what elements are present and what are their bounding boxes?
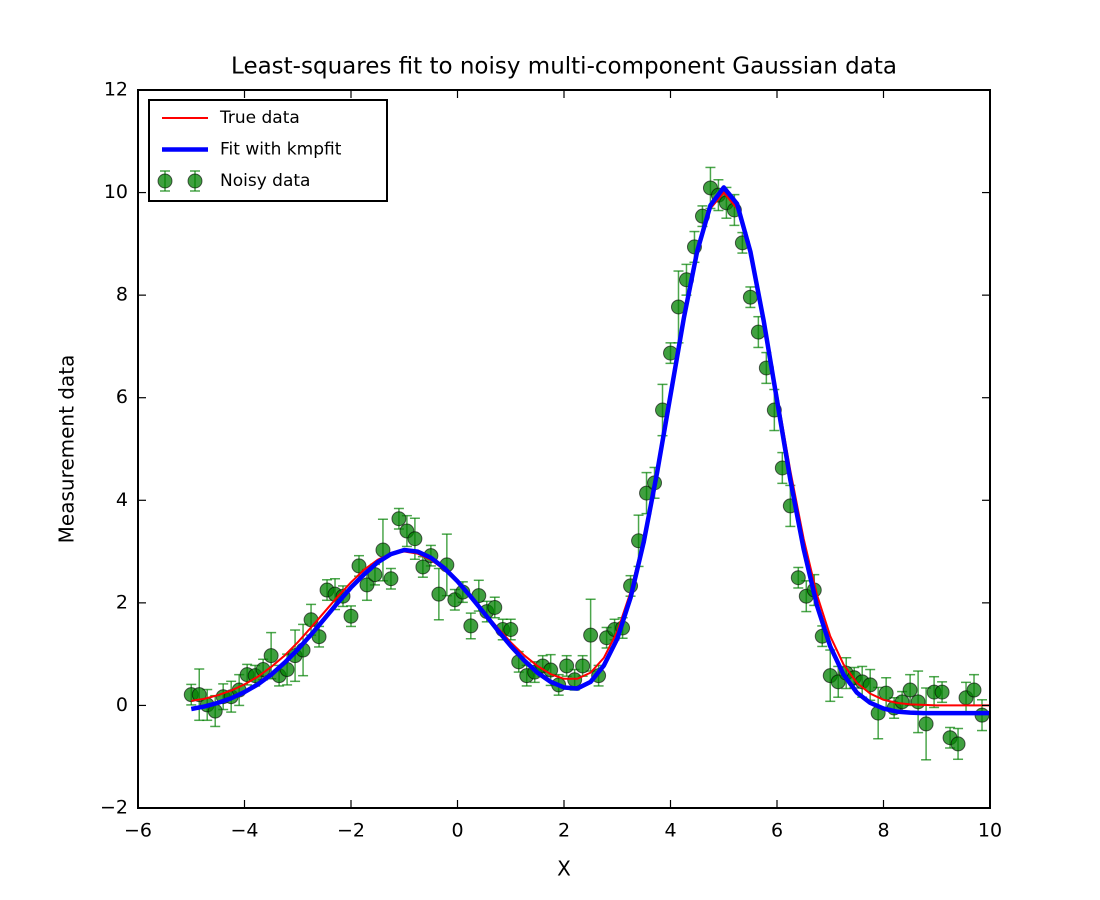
x-tick-label: 0 xyxy=(451,820,463,842)
data-point xyxy=(255,662,271,678)
data-point xyxy=(950,736,966,752)
y-tick-label: 12 xyxy=(104,79,128,101)
data-point xyxy=(463,618,479,634)
legend: True data Fit with kmpfit Noisy data xyxy=(148,99,388,202)
legend-marker xyxy=(187,173,203,189)
x-axis-label: X xyxy=(557,857,571,881)
x-tick-label: −6 xyxy=(124,820,152,842)
chart-title: Least-squares fit to noisy multi-compone… xyxy=(231,54,897,80)
data-point xyxy=(894,694,910,710)
data-point xyxy=(559,658,575,674)
x-tick-label: −4 xyxy=(230,820,258,842)
legend-label: Fit with kmpfit xyxy=(220,140,342,160)
data-point xyxy=(383,571,399,587)
data-point xyxy=(359,577,375,593)
x-tick-label: 10 xyxy=(978,820,1002,842)
legend-label: Noisy data xyxy=(220,171,310,191)
data-point xyxy=(567,672,583,688)
data-point xyxy=(407,531,423,547)
y-tick-label: 2 xyxy=(116,591,128,613)
data-point xyxy=(583,627,599,643)
data-point xyxy=(790,570,806,586)
data-point xyxy=(343,608,359,624)
line-series xyxy=(191,191,990,707)
line-series xyxy=(190,185,990,716)
data-point xyxy=(351,558,367,574)
y-tick-label: 6 xyxy=(116,386,128,408)
data-point xyxy=(503,622,519,638)
y-tick-label: 0 xyxy=(116,694,128,716)
x-tick-label: 8 xyxy=(877,820,889,842)
legend-marker xyxy=(157,173,173,189)
data-point xyxy=(415,559,431,575)
x-tick-label: 4 xyxy=(664,820,676,842)
data-point xyxy=(910,694,926,710)
legend-label: True data xyxy=(219,108,300,128)
y-tick-label: 10 xyxy=(104,181,128,203)
y-tick-label: −2 xyxy=(100,797,128,819)
x-tick-label: 2 xyxy=(558,820,570,842)
data-point xyxy=(431,586,447,602)
y-tick-label: 8 xyxy=(116,284,128,306)
data-point xyxy=(575,658,591,674)
data-point xyxy=(263,648,279,664)
data-point xyxy=(934,684,950,700)
data-point xyxy=(902,682,918,698)
data-point xyxy=(862,677,878,693)
data-point xyxy=(303,612,319,628)
x-tick-label: −2 xyxy=(337,820,365,842)
y-axis-label: Measurement data xyxy=(55,355,79,544)
x-tick-label: 6 xyxy=(771,820,783,842)
data-point xyxy=(918,716,934,732)
y-tick-label: 4 xyxy=(116,489,128,511)
data-point xyxy=(966,682,982,698)
data-point xyxy=(391,511,407,527)
data-point xyxy=(742,289,758,305)
data-point xyxy=(487,599,503,615)
